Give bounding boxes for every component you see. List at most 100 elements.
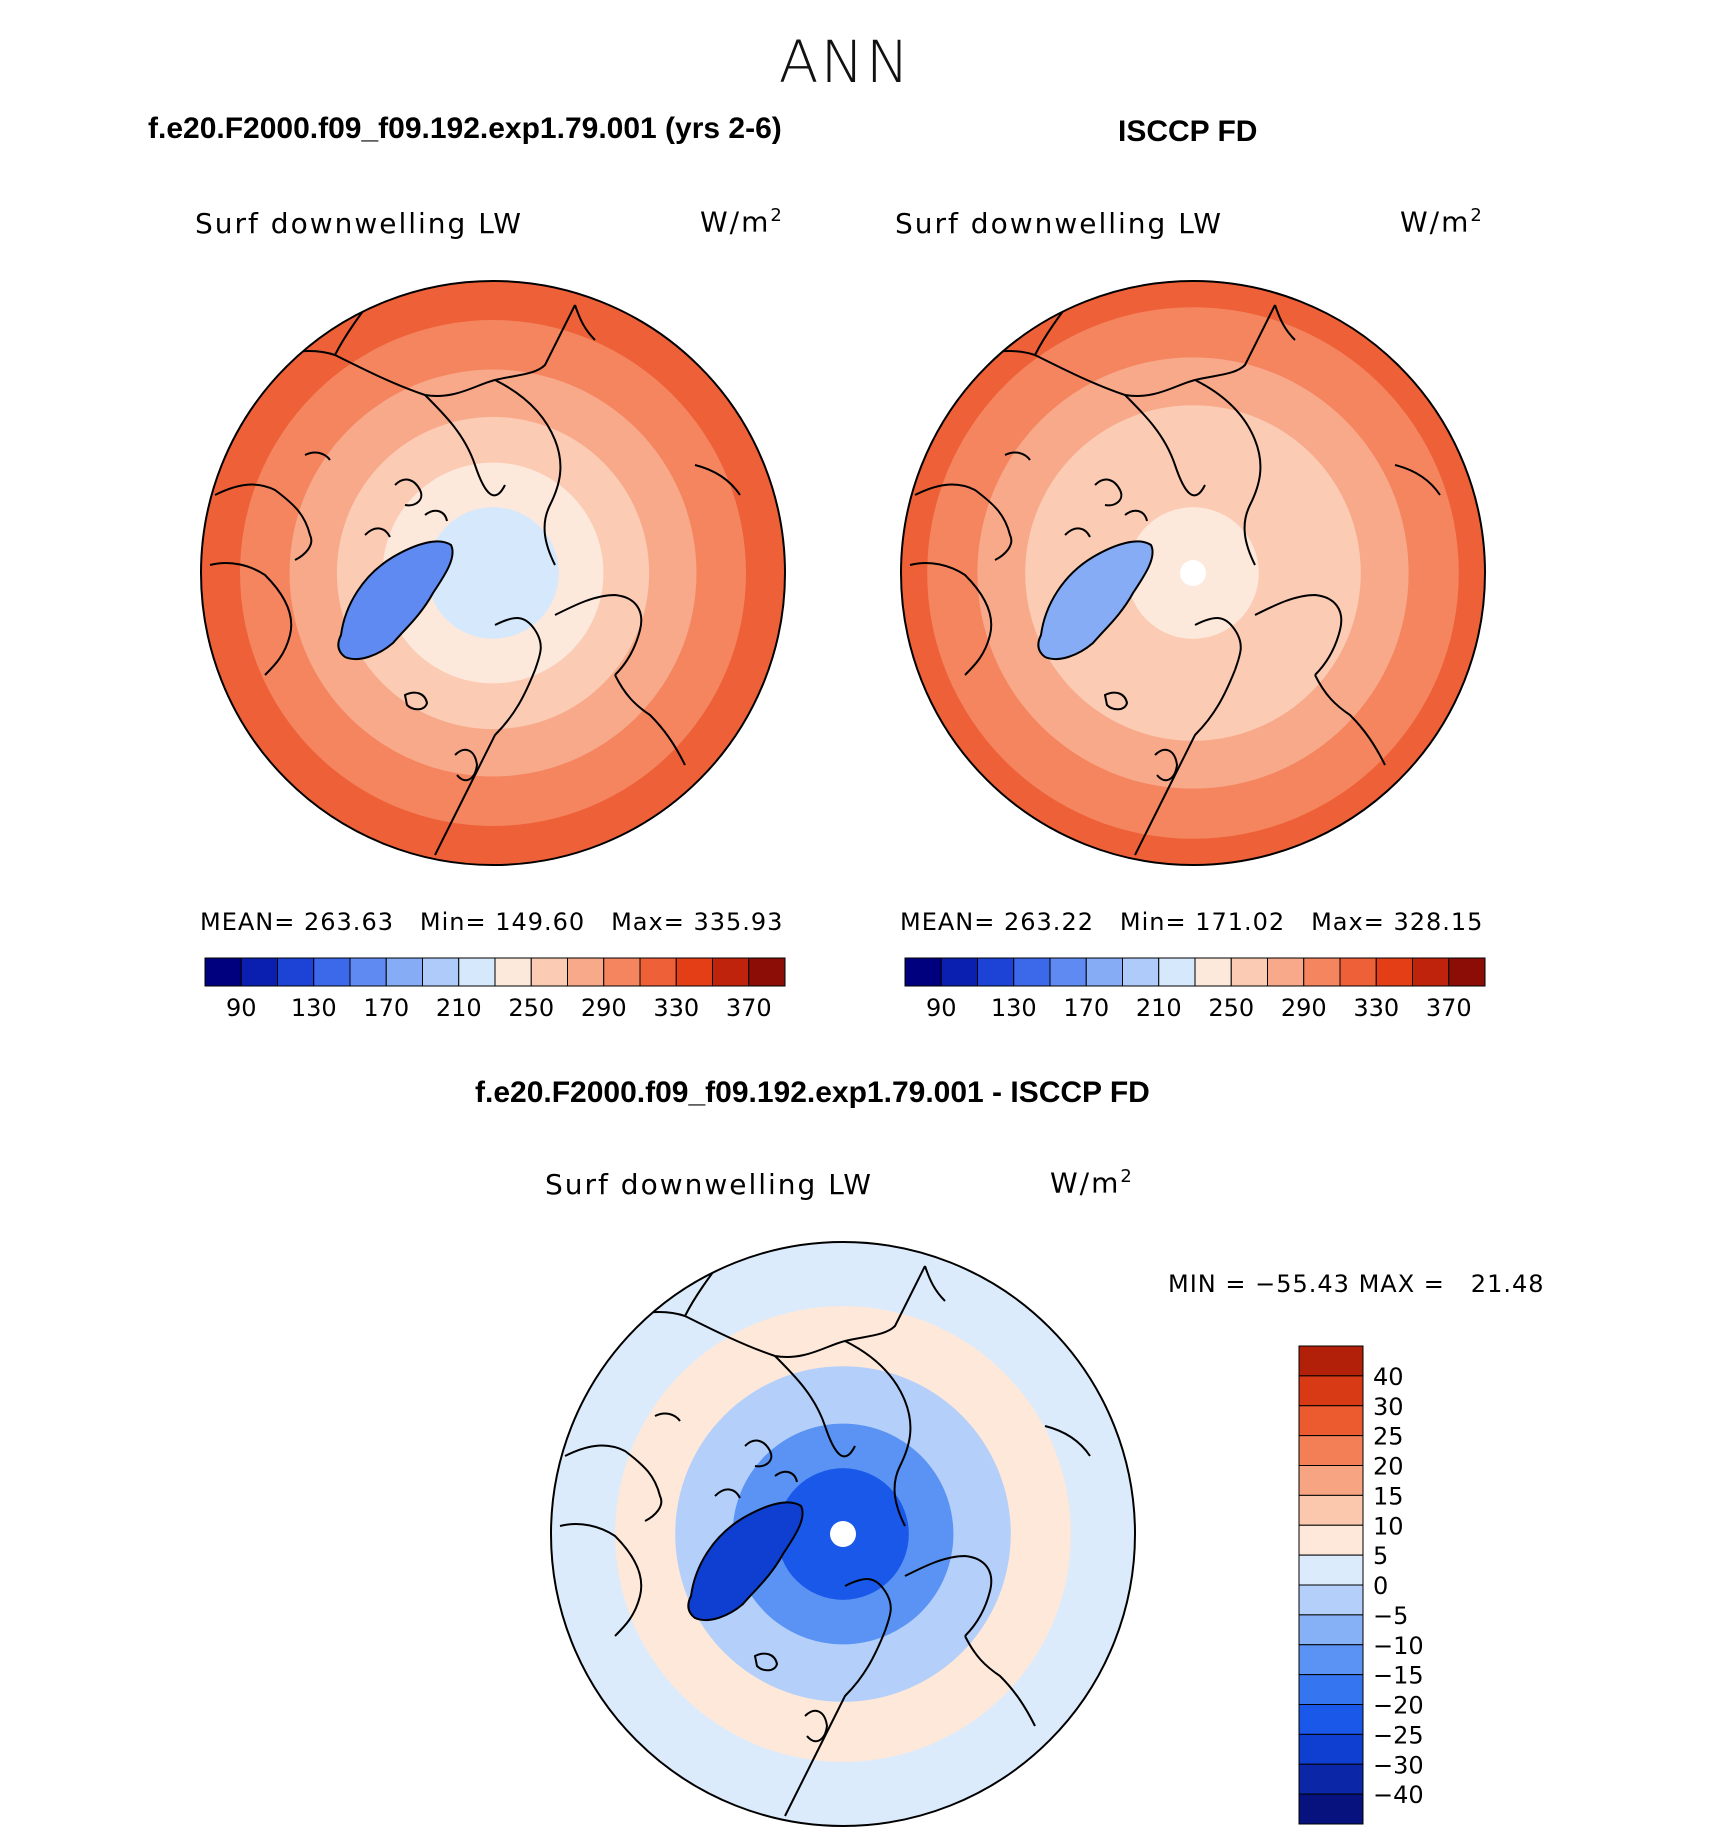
min-label: Min= [419,908,487,936]
colorbar-tick-label: 15 [1373,1482,1404,1510]
min-value: −55.43 [1255,1270,1350,1298]
greenland-field [688,1502,803,1621]
colorbar-tick-label: −5 [1373,1602,1408,1630]
max-label: MAX = [1358,1270,1445,1298]
model-stats: MEAN= 263.63 Min= 149.60 Max= 335.93 [200,908,783,936]
colorbar-box [748,957,786,987]
colorbar-box [1298,1793,1364,1825]
colorbar-box [1298,1644,1364,1676]
colorbar-box [422,957,460,987]
model-panel-title: f.e20.F2000.f09_f09.192.exp1.79.001 (yrs… [148,112,782,145]
colorbar-box [1122,957,1160,987]
colorbar-box [1298,1494,1364,1526]
colorbar-box [204,957,242,987]
obs-stats: MEAN= 263.22 Min= 171.02 Max= 328.15 [900,908,1483,936]
colorbar-tick-label: 250 [1208,994,1254,1022]
colorbar-tick-label: 130 [991,994,1037,1022]
mean-label: MEAN= [200,908,296,936]
colorbar-tick-label: 30 [1373,1393,1404,1421]
colorbar-tick-label: 290 [1281,994,1327,1022]
colorbar-tick-label: 330 [1353,994,1399,1022]
colorbar-tick-label: −25 [1373,1721,1424,1749]
colorbar-box [1298,1584,1364,1616]
min-label: MIN = [1168,1270,1247,1298]
colorbar-box [385,957,423,987]
min-value: 171.02 [1195,908,1286,936]
colorbar-box [1375,957,1413,987]
season-title: ANN [778,28,912,96]
colorbar-box [240,957,278,987]
colorbar-box [1298,1733,1364,1765]
coastlines [909,294,1441,856]
diff-map [550,1241,1136,1827]
diff-panel-title: f.e20.F2000.f09_f09.192.exp1.79.001 - IS… [475,1076,1150,1109]
greenland-field [1038,541,1153,660]
colorbar-box [1049,957,1087,987]
colorbar-tick-label: 210 [1136,994,1182,1022]
model-map [200,280,786,866]
colorbar-box [940,957,978,987]
colorbar-box [1298,1375,1364,1407]
colorbar-box [1303,957,1341,987]
diff-units-label: W/m2 [1050,1166,1134,1200]
min-label: Min= [1119,908,1187,936]
colorbar-tick-label: 10 [1373,1512,1404,1540]
obs-variable-label: Surf downwelling LW [895,207,1223,240]
colorbar-box [1298,1435,1364,1466]
colorbar-tick-label: 370 [726,994,772,1022]
colorbar-box [1298,1704,1364,1735]
model-colorbar: 90 130 170 210 250 290 330 370 [204,957,786,1022]
pole-missing-data [830,1521,856,1547]
map-border [550,1241,1136,1827]
obs-units-label: W/m2 [1400,205,1484,239]
mean-value: 263.22 [1004,908,1094,936]
colorbar-box [1158,957,1196,987]
colorbar-box [277,957,315,987]
colorbar-tick-label: −20 [1373,1692,1424,1720]
colorbar-box [567,957,605,987]
greenland-field [338,541,453,660]
colorbar-tick-label: −15 [1373,1662,1424,1690]
colorbar-box [1448,957,1486,987]
colorbar-tick-label: 210 [436,994,482,1022]
colorbar-box [313,957,351,987]
map-border [900,280,1486,866]
colorbar-box [1085,957,1123,987]
mean-label: MEAN= [900,908,996,936]
colorbar-box [1267,957,1305,987]
max-label: Max= [611,908,685,936]
colorbar-box [675,957,713,987]
colorbar-box [639,957,677,987]
colorbar-tick-label: 250 [508,994,554,1022]
mean-value: 263.63 [304,908,394,936]
max-value: 335.93 [693,908,784,936]
colorbar-tick-label: 90 [226,994,257,1022]
model-units-label: W/m2 [700,205,784,239]
colorbar-box [1298,1614,1364,1646]
colorbar-box [1298,1345,1364,1377]
colorbar-tick-label: 330 [653,994,699,1022]
colorbar-box [712,957,750,987]
colorbar-box [977,957,1015,987]
colorbar-box [1298,1763,1364,1795]
colorbar-box [1412,957,1450,987]
coastlines [209,294,741,856]
colorbar-box [1298,1554,1364,1586]
colorbar-box [1298,1524,1364,1556]
colorbar-tick-label: 20 [1373,1453,1404,1481]
map-border [200,280,786,866]
obs-panel-title: ISCCP FD [1118,115,1258,148]
colorbar-box [1298,1405,1364,1437]
colorbar-box [1339,957,1377,987]
colorbar-box [1298,1674,1364,1705]
colorbar-tick-label: −40 [1373,1781,1424,1809]
zone-band [427,507,559,639]
colorbar-tick-label: 170 [363,994,409,1022]
model-variable-label: Surf downwelling LW [195,207,523,240]
colorbar-tick-label: −30 [1373,1751,1424,1779]
diff-stats: MIN = −55.43 MAX = 21.48 [1168,1270,1545,1298]
max-value: 328.15 [1393,908,1484,936]
colorbar-tick-label: 290 [581,994,627,1022]
colorbar-box [904,957,942,987]
